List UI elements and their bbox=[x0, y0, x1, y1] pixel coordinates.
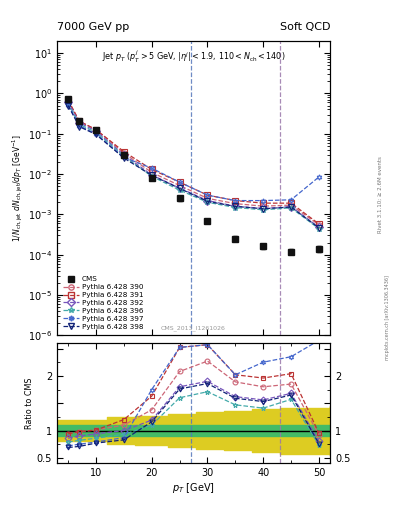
Text: Soft QCD: Soft QCD bbox=[280, 22, 330, 32]
Text: CMS_2013_I1261026: CMS_2013_I1261026 bbox=[161, 325, 226, 331]
Y-axis label: Ratio to CMS: Ratio to CMS bbox=[25, 377, 34, 429]
Text: mcplots.cern.ch [arXiv:1306.3436]: mcplots.cern.ch [arXiv:1306.3436] bbox=[385, 275, 389, 360]
Text: Jet $p_T$ ($p_T^j$$>$5 GeV, $|\eta^j|$$<$1.9, 110$<$$N_{\rm ch}$$<$140): Jet $p_T$ ($p_T^j$$>$5 GeV, $|\eta^j|$$<… bbox=[102, 48, 285, 65]
Legend: CMS, Pythia 6.428 390, Pythia 6.428 391, Pythia 6.428 392, Pythia 6.428 396, Pyt: CMS, Pythia 6.428 390, Pythia 6.428 391,… bbox=[61, 274, 145, 332]
X-axis label: $p_T$ [GeV]: $p_T$ [GeV] bbox=[172, 481, 215, 495]
Text: Rivet 3.1.10; ≥ 2.6M events: Rivet 3.1.10; ≥ 2.6M events bbox=[378, 156, 383, 233]
Y-axis label: $1/N_{\rm ch,jet}$ $dN_{\rm ch,jet}/dp_T$ $[\rm GeV^{-1}]$: $1/N_{\rm ch,jet}$ $dN_{\rm ch,jet}/dp_T… bbox=[11, 134, 25, 242]
Text: 7000 GeV pp: 7000 GeV pp bbox=[57, 22, 129, 32]
